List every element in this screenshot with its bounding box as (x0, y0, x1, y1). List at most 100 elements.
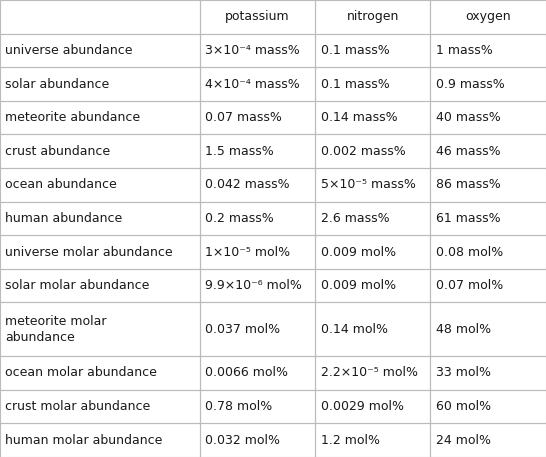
Bar (430, 168, 546, 202)
Bar (430, 202, 546, 235)
Bar (200, 423, 315, 457)
Text: 48 mol%: 48 mol% (436, 323, 491, 336)
Text: 0.08 mol%: 0.08 mol% (436, 245, 503, 259)
Text: 2.6 mass%: 2.6 mass% (321, 212, 389, 225)
Text: 60 mol%: 60 mol% (436, 400, 491, 413)
Bar (315, 269, 430, 303)
Bar (430, 67, 546, 101)
Text: 5×10⁻⁵ mass%: 5×10⁻⁵ mass% (321, 178, 416, 191)
Bar (430, 423, 546, 457)
Bar (200, 168, 315, 202)
Text: 0.9 mass%: 0.9 mass% (436, 78, 505, 90)
Bar (200, 390, 315, 423)
Text: 46 mass%: 46 mass% (436, 145, 500, 158)
Bar (200, 0, 315, 34)
Text: universe abundance: universe abundance (5, 44, 133, 57)
Text: 0.14 mol%: 0.14 mol% (321, 323, 388, 336)
Bar (430, 134, 546, 168)
Bar (0, 356, 200, 390)
Text: 24 mol%: 24 mol% (436, 434, 491, 446)
Text: meteorite molar
abundance: meteorite molar abundance (5, 315, 107, 344)
Text: 0.1 mass%: 0.1 mass% (321, 44, 389, 57)
Bar (200, 34, 315, 67)
Bar (430, 356, 546, 390)
Text: 0.1 mass%: 0.1 mass% (321, 78, 389, 90)
Bar (0, 134, 200, 168)
Bar (0, 168, 200, 202)
Bar (315, 356, 430, 390)
Bar (200, 67, 315, 101)
Bar (200, 235, 315, 269)
Bar (315, 67, 430, 101)
Bar (200, 202, 315, 235)
Text: crust molar abundance: crust molar abundance (5, 400, 151, 413)
Bar (315, 34, 430, 67)
Bar (315, 423, 430, 457)
Text: 0.0029 mol%: 0.0029 mol% (321, 400, 403, 413)
Text: 0.78 mol%: 0.78 mol% (205, 400, 272, 413)
Text: human abundance: human abundance (5, 212, 123, 225)
Bar (0, 235, 200, 269)
Text: nitrogen: nitrogen (347, 11, 399, 23)
Text: potassium: potassium (225, 11, 290, 23)
Text: 1.2 mol%: 1.2 mol% (321, 434, 379, 446)
Text: universe molar abundance: universe molar abundance (5, 245, 173, 259)
Text: 40 mass%: 40 mass% (436, 111, 501, 124)
Text: ocean molar abundance: ocean molar abundance (5, 367, 157, 379)
Text: 0.07 mol%: 0.07 mol% (436, 279, 503, 292)
Bar (315, 134, 430, 168)
Text: 61 mass%: 61 mass% (436, 212, 500, 225)
Bar (315, 202, 430, 235)
Text: 1 mass%: 1 mass% (436, 44, 492, 57)
Bar (0, 101, 200, 134)
Text: solar molar abundance: solar molar abundance (5, 279, 150, 292)
Bar (430, 235, 546, 269)
Bar (200, 303, 315, 356)
Bar (200, 269, 315, 303)
Bar (430, 101, 546, 134)
Bar (315, 168, 430, 202)
Bar (315, 235, 430, 269)
Text: 0.002 mass%: 0.002 mass% (321, 145, 405, 158)
Bar (0, 423, 200, 457)
Text: 86 mass%: 86 mass% (436, 178, 501, 191)
Bar (430, 0, 546, 34)
Bar (430, 303, 546, 356)
Bar (0, 0, 200, 34)
Bar (430, 390, 546, 423)
Text: 4×10⁻⁴ mass%: 4×10⁻⁴ mass% (205, 78, 300, 90)
Bar (315, 0, 430, 34)
Text: 1.5 mass%: 1.5 mass% (205, 145, 274, 158)
Text: 0.042 mass%: 0.042 mass% (205, 178, 290, 191)
Bar (430, 34, 546, 67)
Bar (200, 101, 315, 134)
Bar (0, 202, 200, 235)
Bar (430, 269, 546, 303)
Bar (0, 303, 200, 356)
Text: 0.032 mol%: 0.032 mol% (205, 434, 280, 446)
Text: 3×10⁻⁴ mass%: 3×10⁻⁴ mass% (205, 44, 300, 57)
Text: 0.2 mass%: 0.2 mass% (205, 212, 274, 225)
Bar (315, 101, 430, 134)
Bar (200, 356, 315, 390)
Text: 0.07 mass%: 0.07 mass% (205, 111, 282, 124)
Bar (0, 390, 200, 423)
Bar (315, 390, 430, 423)
Text: ocean abundance: ocean abundance (5, 178, 117, 191)
Text: meteorite abundance: meteorite abundance (5, 111, 140, 124)
Text: oxygen: oxygen (465, 11, 511, 23)
Bar (0, 269, 200, 303)
Text: 1×10⁻⁵ mol%: 1×10⁻⁵ mol% (205, 245, 290, 259)
Text: human molar abundance: human molar abundance (5, 434, 163, 446)
Text: crust abundance: crust abundance (5, 145, 111, 158)
Text: solar abundance: solar abundance (5, 78, 110, 90)
Text: 2.2×10⁻⁵ mol%: 2.2×10⁻⁵ mol% (321, 367, 418, 379)
Text: 0.14 mass%: 0.14 mass% (321, 111, 397, 124)
Text: 0.037 mol%: 0.037 mol% (205, 323, 281, 336)
Text: 9.9×10⁻⁶ mol%: 9.9×10⁻⁶ mol% (205, 279, 302, 292)
Text: 0.009 mol%: 0.009 mol% (321, 279, 396, 292)
Bar (0, 34, 200, 67)
Text: 33 mol%: 33 mol% (436, 367, 491, 379)
Text: 0.0066 mol%: 0.0066 mol% (205, 367, 288, 379)
Bar (0, 67, 200, 101)
